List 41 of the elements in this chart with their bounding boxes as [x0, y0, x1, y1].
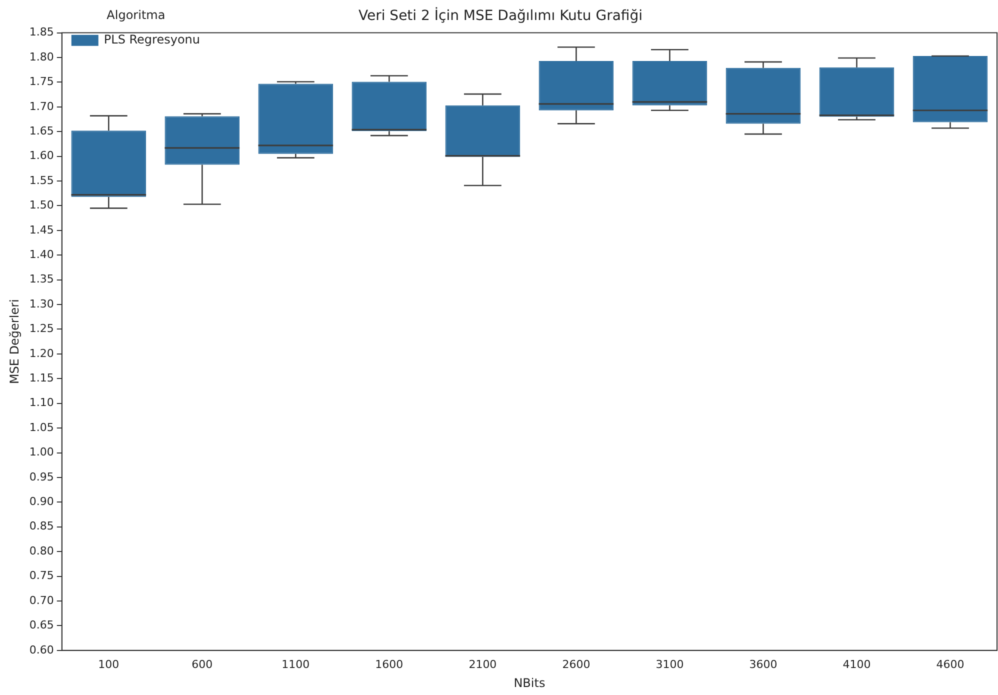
y-axis-title: MSE Değerleri	[7, 299, 22, 384]
x-tick-label: 2100	[468, 658, 497, 671]
y-tick-label: 0.90	[29, 495, 54, 508]
y-tick-label: 0.65	[29, 618, 54, 632]
x-tick-label: 4100	[842, 658, 871, 671]
y-tick-label: 1.20	[29, 346, 54, 360]
x-tick-label: 3600	[749, 658, 778, 671]
y-tick-label: 0.60	[29, 643, 54, 656]
y-tick-label: 1.60	[29, 149, 54, 162]
x-tick-label: 100	[98, 658, 120, 671]
y-tick-label: 1.25	[29, 322, 54, 336]
x-tick-label: 1100	[282, 658, 310, 671]
y-tick-label: 1.80	[29, 50, 54, 64]
y-tick-label: 1.10	[29, 396, 54, 410]
x-tick-label: 4600	[936, 658, 964, 671]
x-axis-title: NBits	[514, 676, 546, 690]
y-tick-label: 1.05	[29, 420, 54, 434]
y-tick-label: 1.50	[29, 198, 54, 212]
x-tick-label: 1600	[375, 658, 404, 671]
y-tick-label: 1.45	[29, 223, 54, 236]
y-tick-label: 1.00	[29, 446, 54, 459]
y-tick-label: 0.70	[29, 594, 54, 607]
y-tick-label: 0.80	[29, 544, 54, 558]
y-tick-label: 1.40	[29, 248, 54, 261]
y-tick-label: 1.35	[29, 272, 54, 286]
legend-title: Algoritma	[106, 8, 166, 22]
y-tick-label: 1.15	[29, 372, 54, 385]
chart-title: Veri Seti 2 İçin MSE Dağılımı Kutu Grafiği	[358, 7, 643, 24]
x-tick-label: 2600	[562, 658, 590, 671]
y-tick-label: 0.75	[29, 569, 54, 582]
y-tick-label: 1.70	[29, 100, 54, 113]
y-tick-label: 1.75	[29, 75, 54, 88]
y-tick-label: 1.65	[29, 124, 54, 138]
y-tick-label: 1.55	[29, 174, 54, 187]
x-tick-label: 600	[192, 658, 213, 671]
y-tick-label: 0.95	[29, 470, 54, 484]
y-tick-label: 0.85	[29, 520, 54, 533]
y-tick-label: 1.30	[29, 297, 54, 310]
x-tick-label: 3100	[656, 658, 684, 671]
y-tick-label: 1.85	[29, 26, 54, 39]
legend-label: PLS Regresyonu	[104, 32, 200, 47]
